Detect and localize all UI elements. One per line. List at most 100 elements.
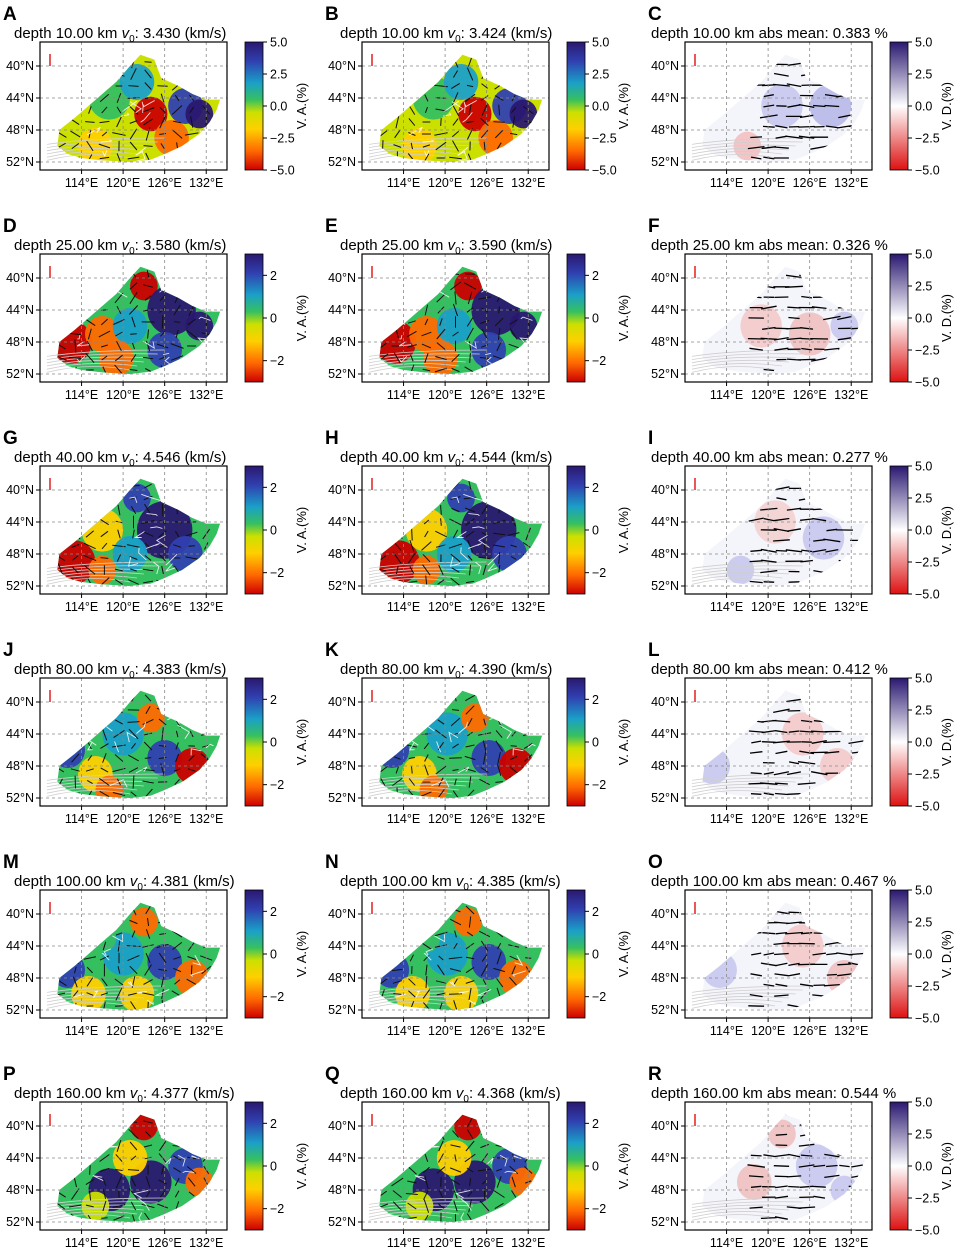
fault-line [691, 1211, 783, 1218]
fast-direction-bar [812, 508, 826, 511]
fast-direction-bar [762, 1122, 775, 1126]
fast-direction-bar [836, 709, 853, 713]
colorbar-tick-label: 0 [270, 524, 277, 538]
y-tick-label: 52°N [328, 791, 356, 805]
x-tick-label: 126°E [148, 176, 182, 190]
tectonic-lines [46, 561, 165, 585]
fast-direction-bar [379, 1165, 387, 1175]
field-anomaly [443, 64, 479, 100]
fast-direction-bar [380, 117, 386, 127]
fast-direction-bar [467, 555, 473, 561]
fault-trace [457, 721, 469, 734]
field-difference [781, 712, 824, 756]
fast-direction-bar [823, 920, 841, 925]
map-frame [684, 677, 873, 807]
fast-direction-bar [57, 1143, 67, 1149]
fast-direction-bar [837, 337, 852, 341]
fast-direction-bar [751, 740, 762, 744]
tectonic-lines [691, 561, 810, 585]
fast-direction-bar [482, 564, 487, 576]
fast-direction-bar [425, 575, 428, 586]
fast-direction-bar [773, 1153, 790, 1158]
fast-direction-bar [454, 1154, 457, 1162]
fast-direction-bar [466, 84, 474, 88]
fast-direction-bar [420, 941, 432, 951]
fast-direction-bar [99, 777, 110, 787]
fast-direction-bar [57, 493, 65, 503]
fast-direction-bar [379, 568, 387, 572]
fast-direction-bar [141, 1203, 155, 1209]
fast-direction-bar [380, 330, 386, 338]
fault-trace [135, 766, 148, 774]
field-anomaly [123, 483, 151, 513]
fast-direction-bar [189, 492, 194, 504]
fast-direction-bar [435, 544, 447, 548]
fast-direction-bar [59, 118, 62, 126]
fast-direction-bar [98, 57, 111, 67]
colorbar-tick-label: 2 [592, 269, 599, 283]
fast-direction-bar [409, 294, 415, 302]
field-anomaly [136, 703, 165, 733]
fast-direction-bar [849, 337, 865, 341]
fast-direction-bar [74, 705, 77, 715]
fault-trace [70, 71, 80, 79]
fast-direction-bar [496, 59, 503, 65]
fast-direction-bar [466, 1129, 474, 1139]
fast-direction-bar [382, 140, 384, 152]
fast-direction-bar [479, 930, 491, 938]
field-anomaly [509, 99, 538, 129]
fast-direction-bar [185, 144, 199, 148]
grid-lines [40, 1102, 227, 1230]
fast-direction-bar [825, 690, 839, 692]
fast-direction-bar [798, 1164, 815, 1168]
fault-line [46, 144, 151, 152]
fast-direction-bar [100, 318, 108, 326]
fast-direction-bar [775, 1185, 788, 1189]
x-tick-label: 120°E [751, 812, 785, 826]
fast-direction-bar [493, 519, 506, 525]
fast-direction-bar [396, 787, 399, 798]
fault-trace [95, 1120, 103, 1135]
colorbar-label: V. D.(%) [939, 294, 954, 342]
fault-trace [192, 1149, 207, 1154]
fault-trace [142, 340, 155, 350]
fast-direction-bar [380, 280, 386, 292]
fast-direction-bar [380, 317, 386, 327]
x-tick-label: 114°E [710, 1024, 743, 1038]
fast-direction-bar [494, 129, 504, 139]
fast-direction-bar [749, 751, 763, 754]
fast-direction-bar [774, 1216, 788, 1220]
fast-direction-bar [57, 59, 68, 65]
fast-direction-bar [73, 694, 78, 702]
y-tick-label: 52°N [6, 1003, 34, 1017]
fault-trace [62, 285, 76, 298]
fast-direction-bar [510, 1145, 518, 1147]
fast-direction-bar [788, 730, 800, 733]
field-difference [830, 311, 859, 341]
fast-direction-bar [161, 988, 164, 1000]
fast-direction-bar [424, 1117, 428, 1127]
fast-direction-bar [86, 779, 93, 785]
fast-direction-bar [421, 343, 432, 349]
fast-direction-bar [86, 992, 94, 996]
x-tick-label: 132°E [511, 812, 545, 826]
fault-trace [140, 112, 151, 123]
fault-line [368, 1002, 453, 1009]
grid-lines [362, 42, 549, 170]
colorbar-tick-label: 2 [592, 905, 599, 919]
fast-direction-bar [408, 132, 416, 136]
fast-direction-bar [800, 1154, 813, 1157]
fast-direction-bar [160, 155, 165, 161]
fast-direction-bar [496, 1176, 502, 1188]
y-tick-label: 44°N [6, 515, 34, 529]
fault-trace [451, 101, 464, 114]
fast-direction-bar [453, 1189, 458, 1199]
fast-direction-bar [451, 130, 460, 138]
fast-direction-bar [89, 691, 91, 705]
fast-direction-bar [799, 730, 814, 733]
fast-direction-bar [480, 1143, 489, 1149]
fast-direction-bar [511, 1190, 517, 1198]
fast-direction-bar [70, 61, 81, 63]
fast-direction-bar [172, 791, 182, 797]
fast-direction-bar [772, 719, 791, 723]
